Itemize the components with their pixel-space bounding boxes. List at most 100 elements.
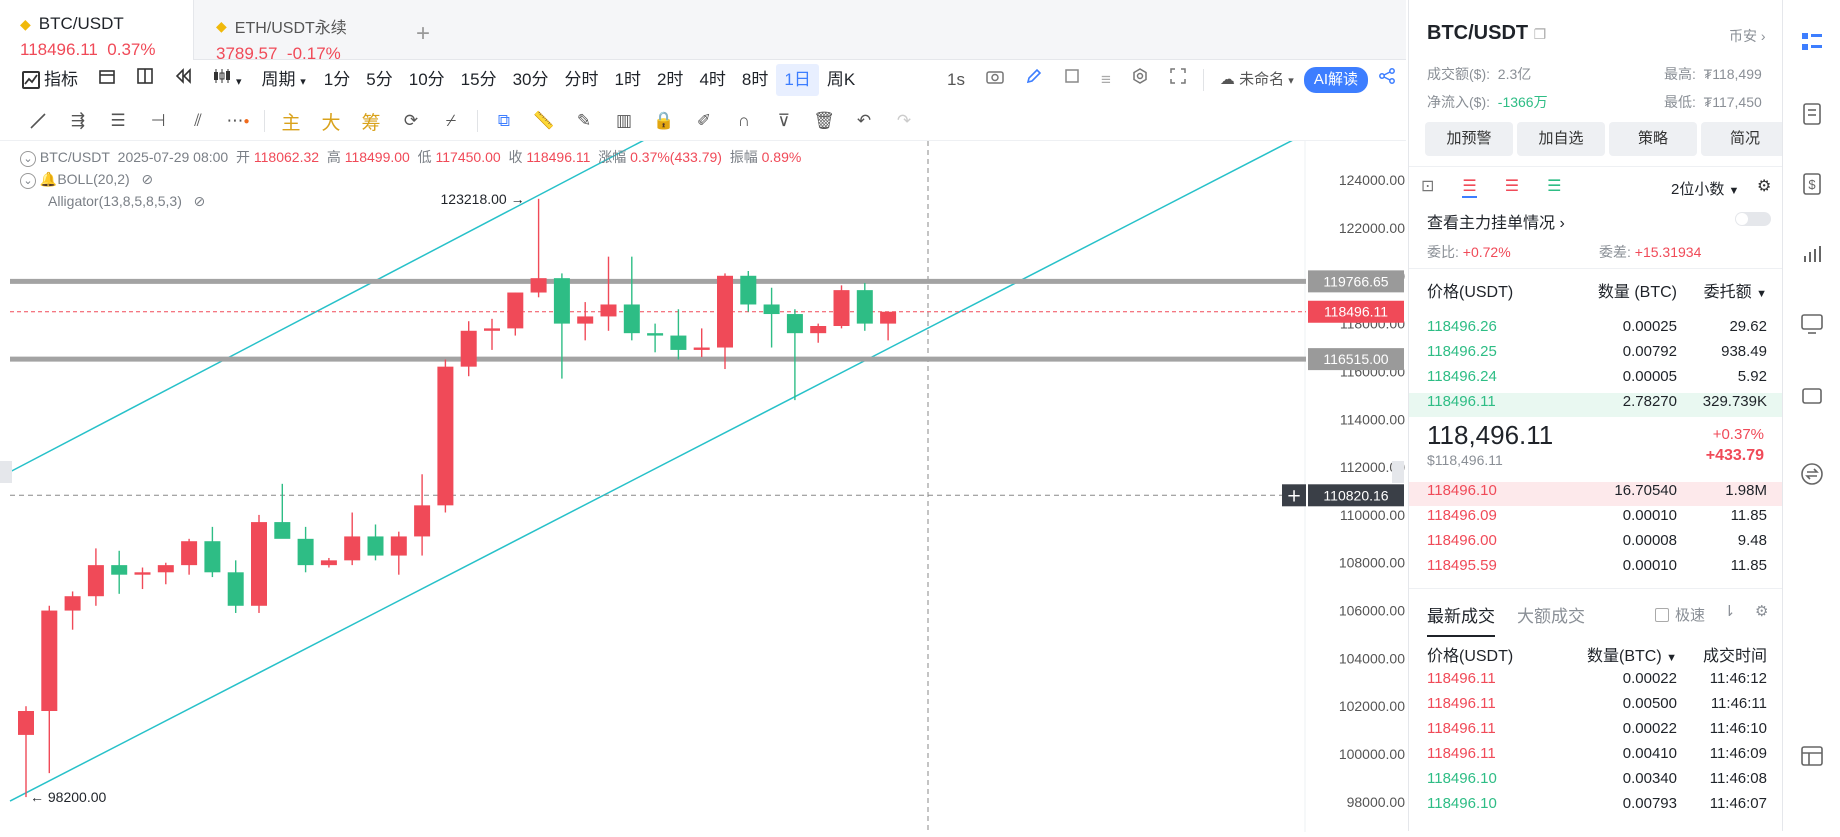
settings-icon[interactable]	[1121, 64, 1159, 96]
fib-icon[interactable]: ⫽	[194, 111, 202, 130]
interval-1s[interactable]: 1s	[947, 70, 965, 89]
redo-icon[interactable]: ↷	[896, 111, 912, 130]
interval-3[interactable]: 15分	[460, 70, 497, 89]
tab-eth-usdt-perp[interactable]: ◆ ETH/USDT永续 3789.57 -0.17%	[196, 0, 390, 64]
orderbook-settings-icon[interactable]: ⚙	[1757, 178, 1772, 195]
etf-nav-icon[interactable]	[1800, 384, 1824, 408]
trend-line-icon[interactable]	[18, 106, 58, 136]
main-orders-link[interactable]: 查看主力挂单情况 ›	[1427, 209, 1565, 233]
main-force-button[interactable]: 主	[281, 112, 301, 134]
trades-settings-icon[interactable]: ⚙	[1755, 603, 1769, 620]
boll-line: ⌄ 🔔BOLL(20,2) ⊘	[20, 168, 801, 190]
add-alert-button[interactable]: 加预警	[1425, 122, 1513, 156]
interval-5[interactable]: 分时	[564, 70, 599, 89]
chip-button[interactable]: 筹	[361, 112, 381, 134]
period-dropdown[interactable]: 周期 ▾	[252, 64, 316, 96]
candlestick-chart-svg[interactable]: 124000.00122000.00120000.00118000.001160…	[0, 136, 1406, 832]
more-tools-icon[interactable]: ⋯ ●	[226, 111, 250, 130]
interval-2[interactable]: 10分	[408, 70, 445, 89]
main-orders-toggle[interactable]	[1735, 212, 1771, 226]
share-icon[interactable]	[1368, 64, 1406, 96]
orderbook-row[interactable]: 118496.10 16.70540 1.98M	[1409, 482, 1783, 506]
interval-10[interactable]: 1日	[776, 64, 819, 96]
orderbook-row[interactable]: 118496.26 0.00025 29.62	[1427, 318, 1767, 342]
tab-btc-usdt[interactable]: ◆ BTC/USDT 118496.11 0.37%	[0, 0, 194, 60]
copy-icon[interactable]: ❐	[1533, 26, 1547, 42]
layout-icon[interactable]	[126, 64, 164, 96]
pencil-icon[interactable]	[1015, 64, 1053, 96]
bars-pattern-icon[interactable]: ▥	[615, 111, 633, 130]
note-icon[interactable]: ✐	[696, 111, 712, 130]
cloud-save-dropdown[interactable]: ☁ 未命名 ▾	[1210, 64, 1304, 96]
copy-icon[interactable]: ⧉	[497, 111, 511, 130]
horizontal-lines-icon[interactable]: ☰	[110, 111, 126, 130]
calendar-icon[interactable]	[88, 64, 126, 96]
dollar-nav-icon[interactable]: $	[1800, 172, 1824, 196]
orderbook-row[interactable]: 118496.09 0.00010 11.85	[1427, 507, 1767, 531]
horizontal-ray-icon[interactable]: ⊣	[150, 111, 166, 130]
orderbook-row[interactable]: 118496.25 0.00792 938.49	[1427, 343, 1767, 367]
orderbook-both-icon[interactable]: ☰	[1462, 176, 1477, 198]
layout-nav-icon[interactable]	[1800, 744, 1824, 768]
collapse-icon[interactable]: ⌄	[20, 151, 36, 167]
resize-icon[interactable]	[1053, 64, 1091, 96]
orderbook-asks-icon[interactable]: ☰	[1504, 178, 1520, 195]
eye-hidden-icon[interactable]: ⊘	[193, 193, 206, 209]
indicators-button[interactable]: 指标	[0, 64, 88, 96]
lock-icon[interactable]: 🔒	[653, 111, 675, 130]
exchange-nav-icon[interactable]	[1800, 462, 1824, 486]
orderbook-row[interactable]: 118496.11 2.78270 329.739K	[1409, 393, 1783, 417]
exchange-selector[interactable]: 币安 ›	[1729, 26, 1766, 46]
orderbook-row[interactable]: 118496.00 0.00008 9.48	[1427, 532, 1767, 556]
orderbook-nav-icon[interactable]	[1800, 30, 1824, 54]
add-tab-button[interactable]: +	[416, 20, 431, 47]
add-watchlist-button[interactable]: 加自选	[1517, 122, 1605, 156]
big-order-button[interactable]: 大	[321, 112, 341, 134]
decimals-dropdown[interactable]: 2位小数 ▼	[1671, 178, 1739, 199]
undo-icon[interactable]: ↶	[856, 111, 872, 130]
monitor-nav-icon[interactable]	[1800, 312, 1824, 336]
orderbook-bids-icon[interactable]: ☰	[1547, 178, 1562, 195]
tab-large-trades[interactable]: 大额成交	[1517, 607, 1585, 626]
interval-0[interactable]: 1分	[323, 70, 351, 89]
magnet-icon[interactable]: ∩	[737, 111, 751, 130]
amount-col-header[interactable]: 委托额 ▼	[1677, 278, 1767, 302]
bar-chart-nav-icon[interactable]	[1800, 242, 1824, 266]
interval-6[interactable]: 1时	[614, 70, 641, 89]
interval-1[interactable]: 5分	[366, 70, 393, 89]
strategy-button[interactable]: 策略	[1609, 122, 1697, 156]
orderbook-mode-icon[interactable]: ⊡	[1421, 178, 1435, 195]
document-nav-icon[interactable]	[1800, 102, 1824, 126]
trade-row: 118496.10 0.00340 11:46:08	[1427, 770, 1767, 794]
replay-icon[interactable]	[164, 64, 202, 96]
parallel-lines-icon[interactable]: ⇶	[70, 111, 86, 130]
list-icon[interactable]: ≡	[1101, 70, 1111, 89]
overview-button[interactable]: 简况	[1701, 122, 1789, 156]
camera-icon[interactable]	[975, 64, 1015, 96]
interval-8[interactable]: 4时	[699, 70, 726, 89]
interval-7[interactable]: 2时	[656, 70, 684, 89]
ai-analysis-button[interactable]: AI解读	[1303, 67, 1368, 93]
interval-9[interactable]: 8时	[741, 70, 769, 89]
sort-icon[interactable]: ⇂	[1723, 603, 1736, 620]
interval-11[interactable]: 周K	[826, 70, 856, 89]
chart-type-candle-icon[interactable]: ▾	[202, 64, 252, 96]
orderbook-row[interactable]: 118495.59 0.00010 11.85	[1427, 557, 1767, 581]
trade-qty-header[interactable]: 数量(BTC) ▼	[1567, 642, 1677, 666]
trash-icon[interactable]: 🗑	[813, 111, 835, 130]
cycle-icon[interactable]: ⟳	[403, 111, 419, 130]
eye-hidden-icon[interactable]: ⊘	[141, 171, 154, 187]
tab-price: 3789.57	[216, 44, 278, 63]
bell-icon[interactable]: 🔔	[39, 171, 58, 187]
ruler-icon[interactable]: 📏	[533, 111, 555, 130]
price-chart[interactable]: 124000.00122000.00120000.00118000.001160…	[0, 136, 1406, 832]
collapse-icon[interactable]: ⌄	[20, 173, 36, 189]
filter-icon[interactable]: ⊽	[777, 111, 791, 130]
erase-line-icon[interactable]: ⌿	[445, 111, 457, 130]
brush-icon[interactable]: ✎	[576, 111, 592, 130]
orderbook-row[interactable]: 118496.24 0.00005 5.92	[1427, 368, 1767, 392]
interval-4[interactable]: 30分	[512, 70, 549, 89]
fullscreen-icon[interactable]	[1159, 64, 1197, 96]
tab-latest-trades[interactable]: 最新成交	[1427, 602, 1495, 637]
fast-mode-checkbox[interactable]: 极速	[1655, 604, 1705, 625]
